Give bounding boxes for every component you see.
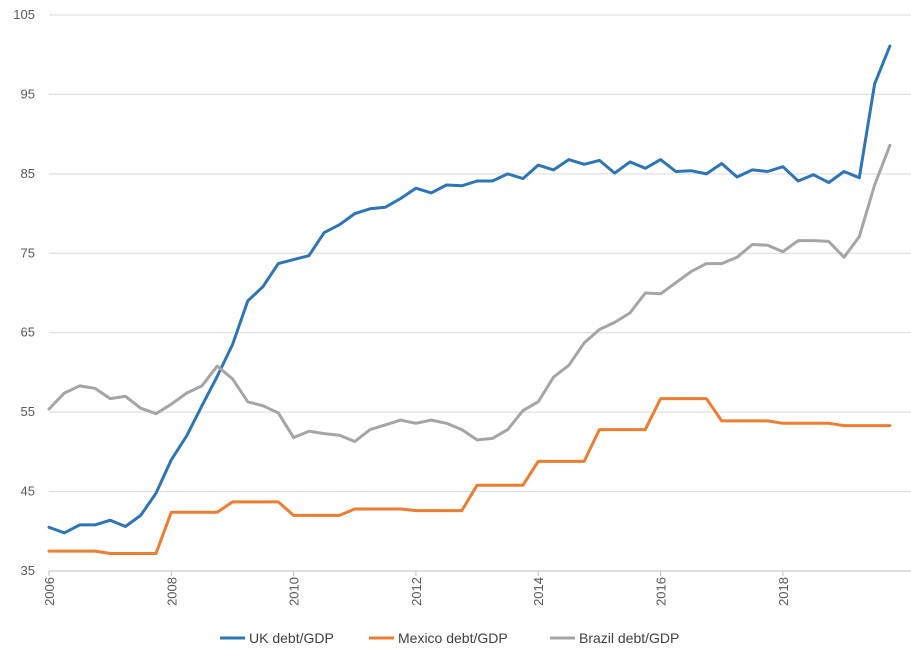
legend-label: Brazil debt/GDP [579, 630, 679, 646]
x-tick-label: 2016 [654, 577, 669, 606]
y-tick-label: 65 [21, 325, 35, 340]
series-line-uk-debt-gdp [47, 44, 892, 535]
legend-label: Mexico debt/GDP [398, 630, 508, 646]
y-tick-label: 105 [13, 7, 35, 22]
y-tick-label: 85 [21, 166, 35, 181]
legend-label: UK debt/GDP [249, 630, 334, 646]
x-tick-label: 2010 [287, 577, 302, 606]
x-tick-label: 2012 [409, 577, 424, 606]
series-lines [47, 44, 892, 555]
y-tick-label: 95 [21, 86, 35, 101]
y-axis-tick-labels: 35 45 55 65 75 85 95 105 [13, 7, 35, 578]
y-tick-label: 75 [21, 245, 35, 260]
x-tick-label: 2018 [776, 577, 791, 606]
gridlines [49, 14, 911, 572]
series-line-mexico-debt-gdp [47, 397, 892, 555]
x-tick-label: 2008 [164, 577, 179, 606]
y-tick-label: 35 [21, 563, 35, 578]
legend: UK debt/GDP Mexico debt/GDP Brazil debt/GD… [220, 630, 679, 646]
x-tick-label: 2006 [42, 577, 57, 606]
x-axis-tick-labels: 2006 2008 2010 2012 2014 2016 2018 [42, 571, 791, 606]
series-line-brazil-debt-gdp [47, 143, 892, 443]
x-tick-label: 2014 [531, 577, 546, 606]
y-tick-label: 55 [21, 404, 35, 419]
y-tick-label: 45 [21, 484, 35, 499]
